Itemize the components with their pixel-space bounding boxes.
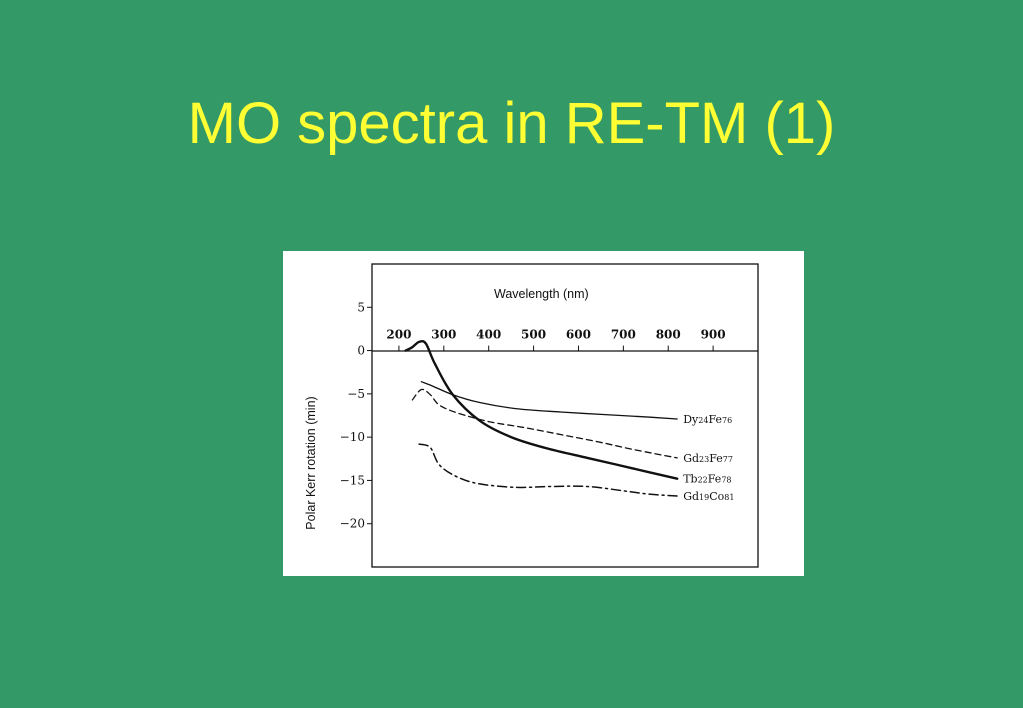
y-tick-label: −15 <box>340 473 365 487</box>
x-tick-label: 300 <box>431 328 456 342</box>
x-tick-label: 900 <box>701 328 726 342</box>
y-tick-label: −5 <box>347 387 365 401</box>
x-tick-label: 500 <box>521 328 546 342</box>
x-tick-label: 600 <box>566 328 591 342</box>
label-element: Dy <box>683 413 699 426</box>
label-subscript: 19 <box>699 493 709 502</box>
label-subscript: 24 <box>698 416 708 425</box>
y-tick-label: −20 <box>340 517 365 531</box>
label-element: Fe <box>708 473 722 486</box>
x-axis-title: Wavelength (nm) <box>494 287 589 301</box>
chart-figure: Wavelength (nm) Polar Kerr rotation (min… <box>283 251 804 576</box>
y-tick-label: −10 <box>340 430 365 444</box>
label-element: Fe <box>709 452 723 465</box>
kerr-rotation-chart: Wavelength (nm) Polar Kerr rotation (min… <box>304 263 759 568</box>
label-subscript: 22 <box>698 476 708 485</box>
axis-ticks: 200 300 400 500 600 700 800 900 5 0 −5 −10 −15 −20 <box>340 300 726 530</box>
x-tick-label: 700 <box>611 328 636 342</box>
label-subscript: 23 <box>699 455 709 464</box>
plot-frame <box>371 263 759 568</box>
series-lines <box>404 339 679 497</box>
label-subscript: 76 <box>722 416 732 425</box>
y-axis-title: Polar Kerr rotation (min) <box>304 396 318 529</box>
x-tick-label: 800 <box>656 328 681 342</box>
series-label-gd23fe77: Gd23Fe77 <box>683 452 733 465</box>
series-label-dy24fe76: Dy24Fe76 <box>683 413 732 426</box>
y-tick-label: 5 <box>357 300 365 314</box>
x-tick-label: 200 <box>386 328 411 342</box>
series-line-dy24fe76 <box>420 381 678 420</box>
x-tick-label: 400 <box>476 328 501 342</box>
label-element: Tb <box>683 473 697 486</box>
label-element: Co <box>709 490 724 503</box>
label-element: Gd <box>683 490 699 503</box>
series-line-tb22fe78 <box>404 339 679 480</box>
label-subscript: 78 <box>721 476 731 485</box>
series-line-gd23fe77 <box>411 388 678 459</box>
slide-title: MO spectra in RE-TM (1) <box>187 91 836 156</box>
label-subscript: 81 <box>724 493 734 502</box>
series-label-gd19co81: Gd19Co81 <box>683 490 734 503</box>
label-subscript: 77 <box>723 455 733 464</box>
series-line-gd19co81 <box>418 443 678 497</box>
series-label-tb22fe78: Tb22Fe78 <box>683 473 731 486</box>
y-tick-label: 0 <box>357 344 365 358</box>
label-element: Fe <box>708 413 722 426</box>
label-element: Gd <box>683 452 699 465</box>
